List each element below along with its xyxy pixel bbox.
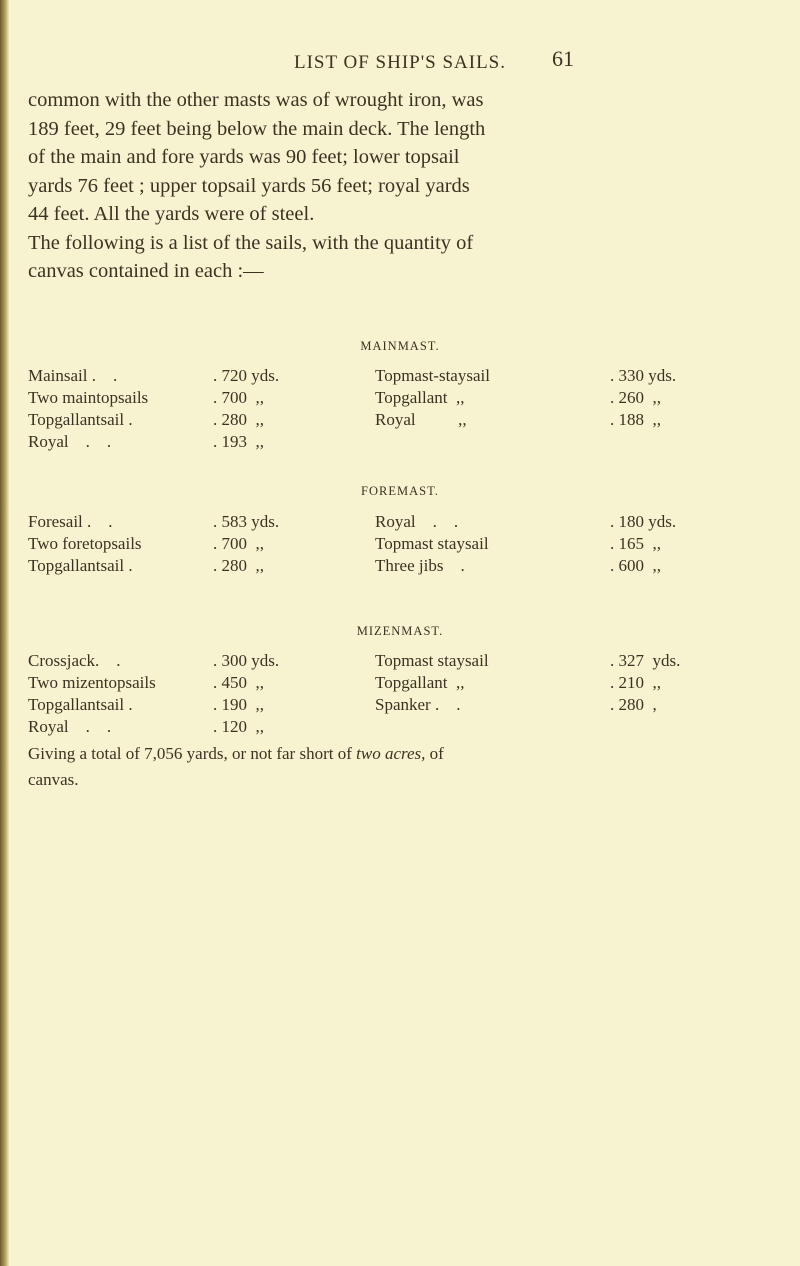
sail-quantity: . 583 yds. [213,512,280,531]
sail-name: Topgallantsail . [28,695,133,714]
sail-quantity: . 600 ,, [610,556,661,575]
text-line: The following is a list of the sails, wi… [28,231,474,254]
sail-quantity: . 180 yds. [610,512,677,531]
sail-quantity: . 120 ,, [213,717,264,736]
text-line: yards 76 feet ; upper topsail yards 56 f… [28,174,470,197]
sail-name: Royal . . [375,512,459,531]
total-text-end: of [425,744,444,763]
sail-name: Topmast-staysail [375,366,490,385]
sail-name: Topmast staysail [375,651,489,670]
text-line: common with the other masts was of wroug… [28,89,484,111]
total-line: Giving a total of 7,056 yards, or not fa… [28,744,444,764]
sail-name: Mainsail . . [28,366,118,385]
sail-name: Foresail . . [28,512,113,531]
sail-name: Royal . . [28,432,112,451]
section-title: MIZENMAST. [356,624,444,638]
sail-row: Topgallantsail . . 280 ,, Royal ,, . 188 ,, [0,410,800,432]
sail-name: Topgallantsail . [28,410,133,429]
sail-row: Topgallantsail . . 280 ,, Three jibs . . 60… [0,556,800,578]
sail-quantity: . 330 yds. [610,366,677,385]
sail-name: Two foretopsails [28,534,142,553]
sail-row: Two maintopsails . 700 ,, Topgallant ,, . 2… [0,388,800,410]
sail-quantity: . 700 ,, [213,534,264,553]
sail-name: Spanker . . [375,695,461,714]
sail-row: Foresail . . . 583 yds. Royal . . . 180 yds… [0,512,800,534]
sail-name: Topgallant ,, [375,388,465,407]
sail-quantity: . 280 , [610,695,657,714]
sail-quantity: . 165 ,, [610,534,661,553]
sail-quantity: . 260 ,, [610,388,661,407]
body-paragraph: common with the other masts was of wroug… [28,86,764,286]
sail-name: Two mizentopsails [28,673,156,692]
sail-quantity: . 720 yds. [213,366,280,385]
sail-quantity: . 210 ,, [610,673,661,692]
sail-quantity: . 190 ,, [213,695,264,714]
total-text: Giving a total of 7,056 yards, or not fa… [28,744,357,763]
sail-row: Two mizentopsails . 450 ,, Topgallant ,, . … [0,673,800,695]
text-line: 189 feet, 29 feet being below the main d… [28,117,486,140]
sail-name: Crossjack. . [28,651,121,670]
sail-quantity: . 193 ,, [213,432,264,451]
running-head: LIST OF SHIP'S SAILS. [293,52,506,73]
text-line: canvas contained in each :— [28,260,264,282]
sail-quantity: . 450 ,, [213,673,264,692]
page-number: 61 [552,46,574,71]
total-emphasis: two acres, [356,744,426,763]
sail-quantity: . 280 ,, [213,410,264,429]
sail-name: Royal ,, [375,410,467,429]
sail-name: Three jibs . [375,556,465,575]
section-title: FOREMAST. [361,484,439,498]
sail-row: Royal . . . 120 ,, [0,717,800,739]
sail-row: Mainsail . . . 720 yds. Topmast-staysail . … [0,366,800,388]
sail-name: Topgallant ,, [375,673,465,692]
sail-name: Topgallantsail . [28,556,133,575]
sail-quantity: . 300 yds. [213,651,280,670]
sail-quantity: . 280 ,, [213,556,264,575]
sail-quantity: . 700 ,, [213,388,264,407]
sail-row: Topgallantsail . . 190 ,, Spanker . . . 280… [0,695,800,717]
text-line: of the main and fore yards was 90 feet; … [28,146,460,168]
sail-row: Two foretopsails . 700 ,, Topmast staysail… [0,534,800,556]
sail-name: Royal . . [28,717,112,736]
sail-name: Topmast staysail [375,534,489,553]
sail-quantity: . 188 ,, [610,410,661,429]
sail-row: Royal . . . 193 ,, [0,432,800,454]
section-title: MAINMAST. [360,339,440,353]
page-binding-edge [0,0,9,1266]
total-line-2: canvas. [28,770,79,789]
sail-name: Two maintopsails [28,388,149,407]
sail-row: Crossjack. . . 300 yds. Topmast staysail . … [0,651,800,673]
sail-quantity: . 327 yds. [610,651,681,670]
text-line: 44 feet. All the yards were of steel. [28,203,315,225]
